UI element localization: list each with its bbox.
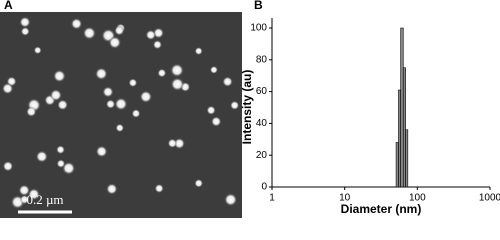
particle (115, 123, 125, 133)
panel-label: A (4, 0, 13, 12)
particle (167, 138, 178, 149)
y-tick-label: 100 (250, 23, 267, 34)
particle (131, 108, 141, 119)
particle (27, 188, 40, 201)
y-tick-label: 80 (256, 54, 268, 65)
particle (53, 69, 66, 83)
bar (395, 142, 399, 188)
particle (210, 116, 222, 127)
particle (206, 105, 216, 115)
particle (154, 183, 164, 194)
particle (95, 145, 108, 158)
x-tick-label: 1000 (479, 193, 500, 204)
figure: A 0.2 µm B Diameter (nm) Intensity (au) … (0, 0, 500, 218)
particle (170, 63, 184, 78)
y-tick-label: 40 (256, 118, 268, 129)
y-tick-label: 20 (256, 150, 268, 161)
x-tick-label: 1 (269, 193, 275, 204)
particle (26, 106, 37, 117)
particle (157, 68, 167, 78)
particle (224, 193, 238, 207)
particle (102, 86, 114, 98)
bar (398, 89, 401, 188)
particle (209, 65, 219, 74)
y-tick-label: 60 (256, 86, 268, 97)
particle (62, 161, 76, 175)
bar (405, 129, 409, 188)
bar (400, 27, 404, 188)
y-axis-label: Intensity (au) (240, 70, 254, 145)
particle (152, 39, 163, 50)
particle (114, 97, 128, 111)
particle (20, 26, 30, 36)
particle (222, 76, 233, 88)
panel-label: B (254, 0, 263, 12)
particle (145, 29, 156, 41)
particle (170, 77, 185, 91)
particle (35, 150, 48, 163)
particle (194, 178, 204, 188)
scale-bar-label: 0.2 µm (26, 192, 63, 207)
particle (2, 160, 14, 172)
micrograph (0, 12, 242, 218)
particle (106, 183, 118, 195)
particle (57, 99, 69, 111)
particle (18, 184, 30, 197)
y-tick-label: 0 (261, 182, 267, 193)
particle (173, 137, 186, 150)
particle (56, 145, 66, 155)
particle (94, 67, 108, 81)
particle (194, 46, 203, 56)
particle (1, 82, 14, 95)
particle (49, 89, 62, 102)
particle (70, 17, 83, 30)
x-tick-label: 100 (409, 193, 426, 204)
particle (33, 46, 42, 55)
x-tick-label: 10 (339, 193, 351, 204)
particle (82, 26, 97, 40)
particle (139, 90, 153, 104)
particle (229, 100, 240, 111)
particle (128, 78, 138, 88)
bar (402, 67, 406, 188)
particle (114, 25, 125, 36)
x-axis-label: Diameter (nm) (341, 202, 422, 216)
particle (19, 16, 31, 28)
particle (19, 194, 30, 205)
particle (105, 99, 116, 109)
particle (108, 36, 122, 49)
